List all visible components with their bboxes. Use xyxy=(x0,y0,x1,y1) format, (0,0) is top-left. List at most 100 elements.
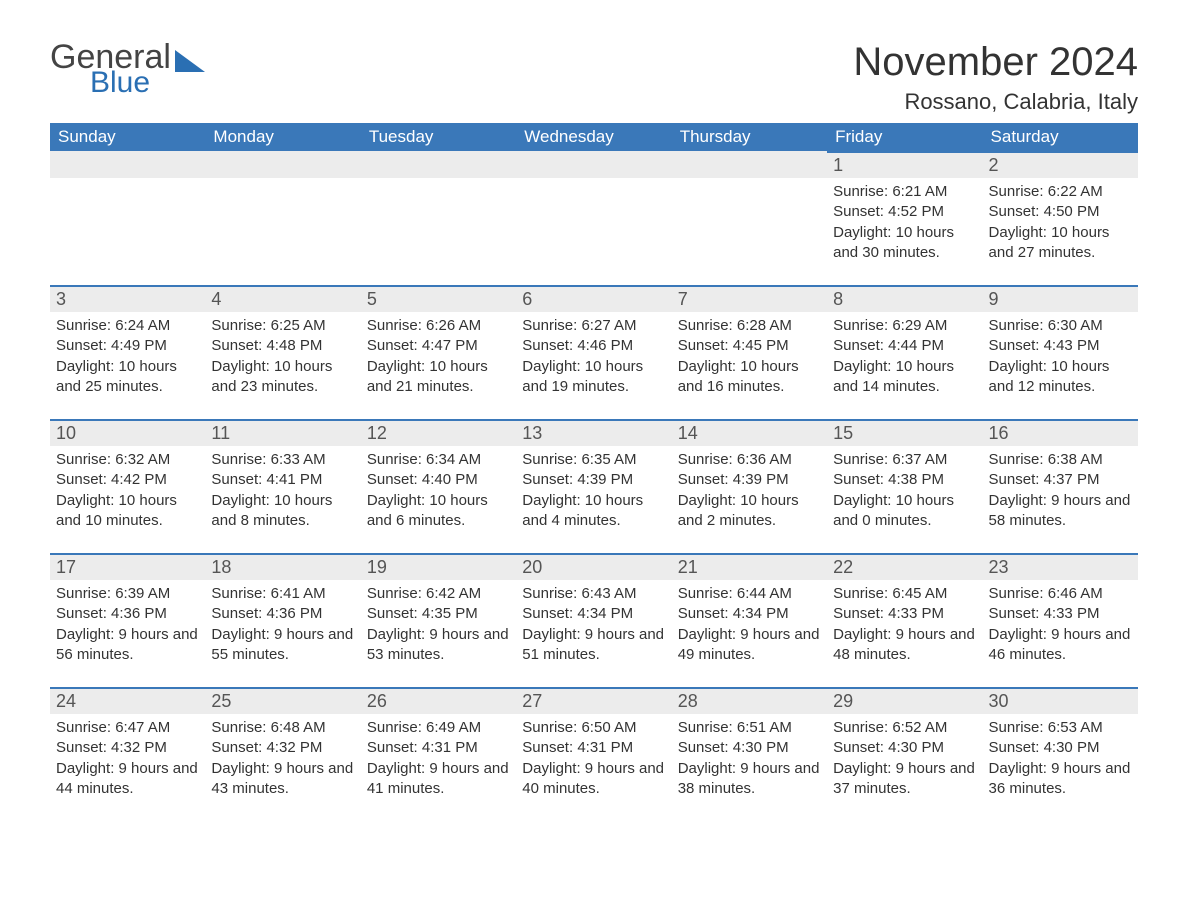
daylight-line-label: Daylight: xyxy=(211,760,274,777)
sunrise-line-label: Sunrise: xyxy=(367,719,426,736)
sunset-line-value: 4:50 PM xyxy=(1044,203,1100,220)
daylight-line-label: Daylight: xyxy=(678,760,741,777)
daylight-line: Daylight: 10 hours and 2 minutes. xyxy=(678,491,821,532)
day-number: 29 xyxy=(827,687,982,714)
sunset-line-label: Sunset: xyxy=(989,605,1044,622)
sunset-line-label: Sunset: xyxy=(833,203,888,220)
day-number: 7 xyxy=(672,285,827,312)
sunset-line-value: 4:38 PM xyxy=(888,471,944,488)
sunset-line-value: 4:33 PM xyxy=(1044,605,1100,622)
sunset-line-label: Sunset: xyxy=(211,605,266,622)
sunset-line-value: 4:31 PM xyxy=(577,739,633,756)
daylight-line: Daylight: 10 hours and 4 minutes. xyxy=(522,491,665,532)
day-number: 2 xyxy=(983,151,1138,178)
weekday-header: Tuesday xyxy=(361,123,516,151)
sunrise-line: Sunrise: 6:48 AM xyxy=(211,718,354,738)
calendar-cell: 18Sunrise: 6:41 AMSunset: 4:36 PMDayligh… xyxy=(205,553,360,687)
daylight-line-label: Daylight: xyxy=(367,358,430,375)
calendar-cell: 24Sunrise: 6:47 AMSunset: 4:32 PMDayligh… xyxy=(50,687,205,821)
daylight-line: Daylight: 9 hours and 48 minutes. xyxy=(833,625,976,666)
day-number: 30 xyxy=(983,687,1138,714)
daylight-line: Daylight: 10 hours and 19 minutes. xyxy=(522,357,665,398)
calendar-cell-empty xyxy=(361,151,516,285)
sunset-line-label: Sunset: xyxy=(833,337,888,354)
day-details: Sunrise: 6:47 AMSunset: 4:32 PMDaylight:… xyxy=(50,714,205,799)
sunrise-line-label: Sunrise: xyxy=(56,719,115,736)
sunrise-line-label: Sunrise: xyxy=(522,317,581,334)
sunrise-line-label: Sunrise: xyxy=(367,585,426,602)
daylight-line-label: Daylight: xyxy=(367,760,430,777)
sunrise-line: Sunrise: 6:37 AM xyxy=(833,450,976,470)
day-details: Sunrise: 6:27 AMSunset: 4:46 PMDaylight:… xyxy=(516,312,671,397)
sunset-line-value: 4:43 PM xyxy=(1044,337,1100,354)
calendar-cell: 11Sunrise: 6:33 AMSunset: 4:41 PMDayligh… xyxy=(205,419,360,553)
sunrise-line-label: Sunrise: xyxy=(211,317,270,334)
sunrise-line-value: 6:33 AM xyxy=(271,451,326,468)
sunrise-line-value: 6:38 AM xyxy=(1048,451,1103,468)
daylight-line-label: Daylight: xyxy=(522,760,585,777)
sunrise-line-value: 6:42 AM xyxy=(426,585,481,602)
weekday-header: Sunday xyxy=(50,123,205,151)
calendar-cell-empty xyxy=(205,151,360,285)
day-details: Sunrise: 6:26 AMSunset: 4:47 PMDaylight:… xyxy=(361,312,516,397)
calendar-cell: 28Sunrise: 6:51 AMSunset: 4:30 PMDayligh… xyxy=(672,687,827,821)
sunset-line: Sunset: 4:33 PM xyxy=(833,604,976,624)
daylight-line-label: Daylight: xyxy=(56,760,119,777)
sunrise-line-value: 6:24 AM xyxy=(115,317,170,334)
sunrise-line-label: Sunrise: xyxy=(833,183,892,200)
day-details: Sunrise: 6:48 AMSunset: 4:32 PM Daylight:… xyxy=(205,714,360,799)
sunset-line: Sunset: 4:37 PM xyxy=(989,470,1132,490)
sunset-line: Sunset: 4:31 PM xyxy=(522,738,665,758)
sunset-line: Sunset: 4:34 PM xyxy=(678,604,821,624)
sunrise-line-value: 6:21 AM xyxy=(892,183,947,200)
calendar-cell: 6Sunrise: 6:27 AMSunset: 4:46 PMDaylight… xyxy=(516,285,671,419)
sunrise-line-value: 6:49 AM xyxy=(426,719,481,736)
empty-bar xyxy=(50,151,205,178)
header: General Blue November 2024 Rossano, Cala… xyxy=(50,40,1138,115)
sunrise-line-value: 6:22 AM xyxy=(1048,183,1103,200)
weekday-header: Monday xyxy=(205,123,360,151)
day-details: Sunrise: 6:32 AMSunset: 4:42 PMDaylight:… xyxy=(50,446,205,531)
sunrise-line-label: Sunrise: xyxy=(833,317,892,334)
sunset-line-label: Sunset: xyxy=(833,471,888,488)
daylight-line-label: Daylight: xyxy=(211,492,274,509)
day-details: Sunrise: 6:42 AMSunset: 4:35 PMDaylight:… xyxy=(361,580,516,665)
daylight-line: Daylight: 10 hours and 21 minutes. xyxy=(367,357,510,398)
daylight-line-label: Daylight: xyxy=(833,224,896,241)
sunset-line: Sunset: 4:50 PM xyxy=(989,202,1132,222)
calendar-cell: 30Sunrise: 6:53 AMSunset: 4:30 PMDayligh… xyxy=(983,687,1138,821)
calendar-table: SundayMondayTuesdayWednesdayThursdayFrid… xyxy=(50,123,1138,821)
sunset-line-label: Sunset: xyxy=(833,739,888,756)
sunset-line: Sunset: 4:49 PM xyxy=(56,336,199,356)
daylight-line-label: Daylight: xyxy=(833,492,896,509)
sunset-line-value: 4:36 PM xyxy=(266,605,322,622)
sunrise-line: Sunrise: 6:25 AM xyxy=(211,316,354,336)
daylight-line-label: Daylight: xyxy=(989,224,1052,241)
daylight-line: Daylight: 10 hours and 16 minutes. xyxy=(678,357,821,398)
daylight-line: Daylight: 9 hours and 36 minutes. xyxy=(989,759,1132,800)
daylight-line: Daylight: 9 hours and 44 minutes. xyxy=(56,759,199,800)
day-details: Sunrise: 6:35 AMSunset: 4:39 PMDaylight:… xyxy=(516,446,671,531)
daylight-line-label: Daylight: xyxy=(211,358,274,375)
sunrise-line-label: Sunrise: xyxy=(522,451,581,468)
sunset-line: Sunset: 4:30 PM xyxy=(833,738,976,758)
empty-bar xyxy=(205,151,360,178)
day-details: Sunrise: 6:34 AMSunset: 4:40 PMDaylight:… xyxy=(361,446,516,531)
location-text: Rossano, Calabria, Italy xyxy=(853,89,1138,115)
sunrise-line-value: 6:48 AM xyxy=(271,719,326,736)
weekday-header: Wednesday xyxy=(516,123,671,151)
calendar-cell: 2Sunrise: 6:22 AMSunset: 4:50 PMDaylight… xyxy=(983,151,1138,285)
sunset-line: Sunset: 4:42 PM xyxy=(56,470,199,490)
daylight-line: Daylight: 10 hours and 25 minutes. xyxy=(56,357,199,398)
daylight-line: Daylight: 9 hours and 37 minutes. xyxy=(833,759,976,800)
day-number: 16 xyxy=(983,419,1138,446)
calendar-row: 17Sunrise: 6:39 AMSunset: 4:36 PMDayligh… xyxy=(50,553,1138,687)
day-number: 17 xyxy=(50,553,205,580)
daylight-line: Daylight: 9 hours and 41 minutes. xyxy=(367,759,510,800)
sunrise-line: Sunrise: 6:43 AM xyxy=(522,584,665,604)
daylight-line-label: Daylight: xyxy=(989,358,1052,375)
sunrise-line-label: Sunrise: xyxy=(833,451,892,468)
day-details: Sunrise: 6:37 AMSunset: 4:38 PM Daylight:… xyxy=(827,446,982,531)
sunset-line: Sunset: 4:32 PM xyxy=(211,738,354,758)
calendar-cell: 13Sunrise: 6:35 AMSunset: 4:39 PMDayligh… xyxy=(516,419,671,553)
